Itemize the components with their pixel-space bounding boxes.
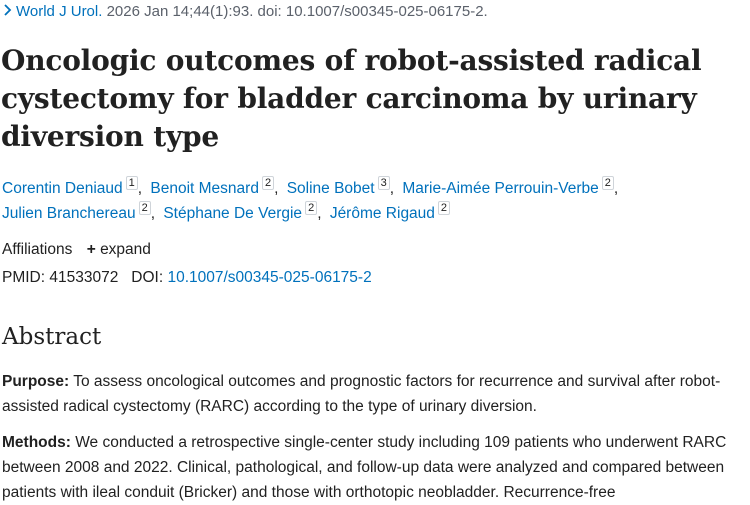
author-entry: Corentin Deniaud 1, [2,175,143,197]
affiliations-label: Affiliations [2,241,73,258]
abstract-heading: Abstract [2,324,102,350]
author-entry: Julien Branchereau 2, [2,200,155,222]
citation-line: World J Urol. 2026 Jan 14;44(1):93. doi:… [2,3,488,20]
author-entry: Jérôme Rigaud 2 [329,200,451,222]
identifiers: PMID: 41533072 DOI: 10.1007/s00345-025-0… [2,269,372,287]
purpose-text: To assess oncological outcomes and progn… [2,373,721,415]
doi-label: DOI: [131,269,164,286]
author-entry: Stéphane De Vergie 2, [163,200,322,222]
purpose-label: Purpose: [2,373,70,390]
expand-label[interactable]: expand [100,241,151,258]
affiliation-ref[interactable]: 2 [437,200,451,215]
methods-label: Methods: [2,434,71,451]
citation-details: 2026 Jan 14;44(1):93. doi: 10.1007/s0034… [106,3,488,20]
affiliation-ref[interactable]: 3 [377,175,390,190]
author-link[interactable]: Julien Branchereau [2,205,136,222]
author-link[interactable]: Benoit Mesnard [150,180,259,197]
author-entry: Benoit Mesnard 2, [150,175,279,197]
methods-text: We conducted a retrospective single-cent… [2,434,727,501]
journal-link[interactable]: World J Urol. [16,3,103,20]
author-link[interactable]: Soline Bobet [286,180,375,197]
author-link[interactable]: Corentin Deniaud [2,180,123,197]
article-title: Oncologic outcomes of robot-assisted rad… [1,44,702,153]
abstract-purpose: Purpose: To assess oncological outcomes … [2,369,750,419]
author-entry: Soline Bobet 3, [286,175,395,197]
affiliation-ref[interactable]: 2 [138,200,151,215]
author-list: Corentin Deniaud 1, Benoit Mesnard 2, Soli… [2,175,747,226]
affiliations-toggle[interactable]: Affiliations + expand [2,241,151,259]
affiliation-ref[interactable]: 2 [601,175,614,190]
doi-link[interactable]: 10.1007/s00345-025-06175-2 [167,269,372,286]
affiliation-ref[interactable]: 1 [125,175,138,190]
chevron-right-icon[interactable] [2,3,16,20]
affiliation-ref[interactable]: 2 [305,200,318,215]
pmid-label: PMID: [2,269,46,286]
affiliation-ref[interactable]: 2 [261,175,275,190]
author-link[interactable]: Stéphane De Vergie [163,205,303,222]
abstract-methods: Methods: We conducted a retrospective si… [2,430,750,505]
author-entry: Marie-Aimée Perrouin-Verbe 2, [402,175,619,197]
pmid-value: 41533072 [49,269,119,286]
author-link[interactable]: Jérôme Rigaud [329,205,435,222]
plus-icon: + [86,241,96,258]
author-link[interactable]: Marie-Aimée Perrouin-Verbe [402,180,599,197]
